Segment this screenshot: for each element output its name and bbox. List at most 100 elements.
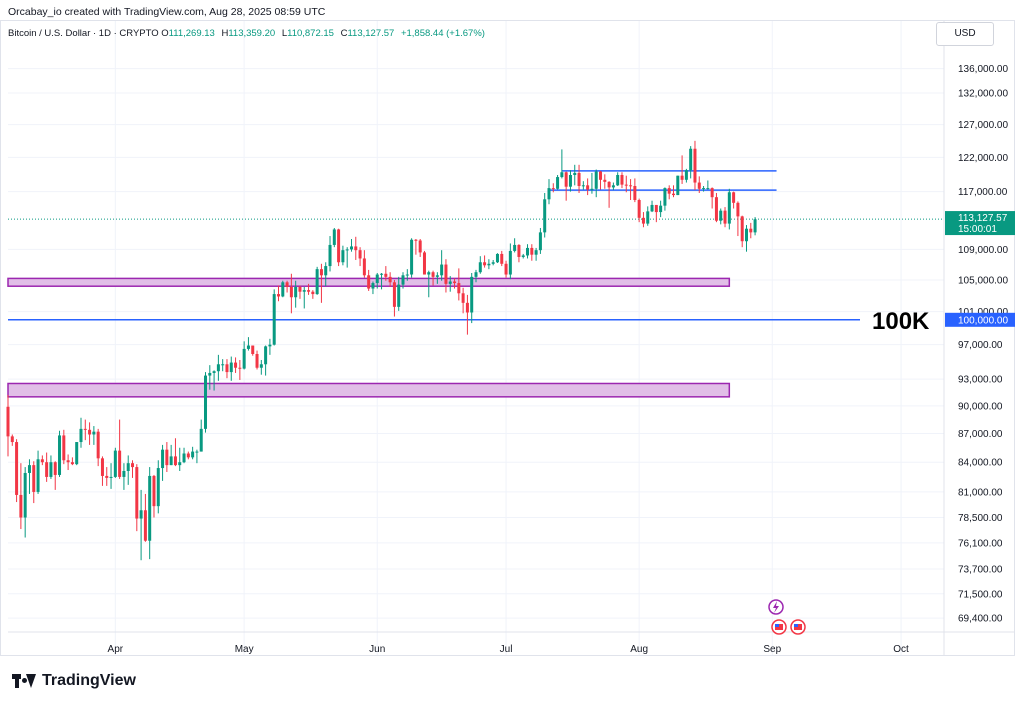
price-tick-label: 76,100.00 <box>958 538 1003 549</box>
candle-body <box>405 274 409 276</box>
candle-body <box>697 182 701 189</box>
candle-body <box>328 244 332 267</box>
candle-body <box>629 185 633 187</box>
us-flag-event-icon[interactable] <box>771 619 787 635</box>
tradingview-logo[interactable]: TradingView <box>12 672 136 690</box>
candle-body <box>169 456 173 466</box>
candle-body <box>388 276 392 283</box>
horizontal-levels[interactable] <box>8 170 944 321</box>
chart-attribution: Orcabay_io created with TradingView.com,… <box>8 6 326 18</box>
candle-body <box>276 294 280 297</box>
candle-body <box>672 193 676 196</box>
candle-body <box>324 266 328 276</box>
candle-body <box>161 449 165 469</box>
price-change: +1,858.44 (+1.67%) <box>400 28 485 39</box>
candle-body <box>418 240 422 253</box>
level-100k-tag <box>945 312 1015 327</box>
candle-body <box>225 364 229 373</box>
time-axis[interactable]: Apr May Jun Jul Aug Sep Oct <box>108 644 910 655</box>
candle-body <box>143 510 147 541</box>
candle-body <box>599 171 603 180</box>
candle-body <box>719 210 723 221</box>
candle-body <box>135 467 139 519</box>
candle-body <box>517 244 521 257</box>
candle-body <box>221 364 225 366</box>
time-tick-label: Jun <box>369 644 385 655</box>
candle-body <box>727 192 731 224</box>
candle-body <box>208 372 212 376</box>
candle-body <box>178 462 182 466</box>
candle-body <box>474 272 478 277</box>
candle-body <box>448 281 452 284</box>
candle-body <box>435 275 439 277</box>
candle-body <box>234 362 238 368</box>
candle-body <box>204 375 208 429</box>
event-icons[interactable] <box>768 599 806 635</box>
candle-body <box>182 453 186 463</box>
support-zone-box[interactable] <box>7 382 731 398</box>
candle-body <box>165 449 169 466</box>
candle-body <box>487 263 491 266</box>
low-value: 110,872.15 <box>287 28 334 39</box>
candle-body <box>105 475 109 478</box>
candle-body <box>637 199 641 218</box>
lightning-event-icon[interactable] <box>768 599 784 615</box>
candle-body <box>749 228 753 233</box>
candle-body <box>736 202 740 217</box>
candle-body <box>414 239 418 241</box>
candle-body <box>285 282 289 287</box>
time-tick-label: Aug <box>630 644 648 655</box>
price-tick-label: 69,400.00 <box>958 614 1003 625</box>
candle-body <box>654 204 658 213</box>
candle-body <box>667 188 671 194</box>
candle-body <box>96 431 100 459</box>
candle-body <box>680 175 684 180</box>
candle-body <box>238 367 242 369</box>
candle-body <box>453 281 457 284</box>
candle-body <box>152 475 156 507</box>
candle-body <box>10 436 14 443</box>
candle-body <box>714 197 718 221</box>
candle-body <box>444 264 448 284</box>
close-value: 113,127.57 <box>347 28 395 39</box>
candle-body <box>744 228 748 242</box>
symbol-ohlc-legend[interactable]: Bitcoin / U.S. Dollar · 1D · CRYPTO O111… <box>8 28 489 39</box>
candle-body <box>624 184 628 186</box>
candle-body <box>431 272 435 277</box>
candlestick-series <box>6 140 757 561</box>
candle-body <box>118 450 122 477</box>
candle-body <box>311 291 315 295</box>
candle-body <box>461 293 465 303</box>
price-axis[interactable]: 136,000.00 132,000.00 127,000.00 122,000.00… <box>958 64 1008 624</box>
candle-body <box>530 247 534 255</box>
candle-body <box>15 442 19 495</box>
candle-body <box>6 406 10 437</box>
candle-body <box>100 458 104 476</box>
currency-selector[interactable]: USD <box>936 22 994 46</box>
tradingview-logo-icon <box>12 674 36 688</box>
low-label: L <box>281 28 288 39</box>
candle-body <box>319 269 323 276</box>
candle-body <box>216 364 220 372</box>
candle-body <box>156 468 160 507</box>
high-value: 113,359.20 <box>228 28 276 39</box>
candle-body <box>732 192 736 203</box>
candle-body <box>710 188 714 198</box>
price-tick-label: 84,000.00 <box>958 458 1003 469</box>
price-tick-label: 87,000.00 <box>958 429 1003 440</box>
candle-body <box>465 302 469 313</box>
symbol-name[interactable]: Bitcoin / U.S. Dollar · 1D · CRYPTO <box>8 28 159 39</box>
candle-body <box>392 282 396 307</box>
candle-body <box>641 217 645 224</box>
us-flag-event-icon[interactable] <box>790 619 806 635</box>
candle-body <box>264 346 268 365</box>
countdown-label: 15:00:01 <box>958 224 997 235</box>
candle-body <box>148 475 152 541</box>
candle-body <box>113 450 117 477</box>
candle-body <box>508 250 512 275</box>
candle-body <box>19 494 23 518</box>
price-tick-label: 97,000.00 <box>958 340 1003 351</box>
open-value: 111,269.13 <box>168 28 215 39</box>
